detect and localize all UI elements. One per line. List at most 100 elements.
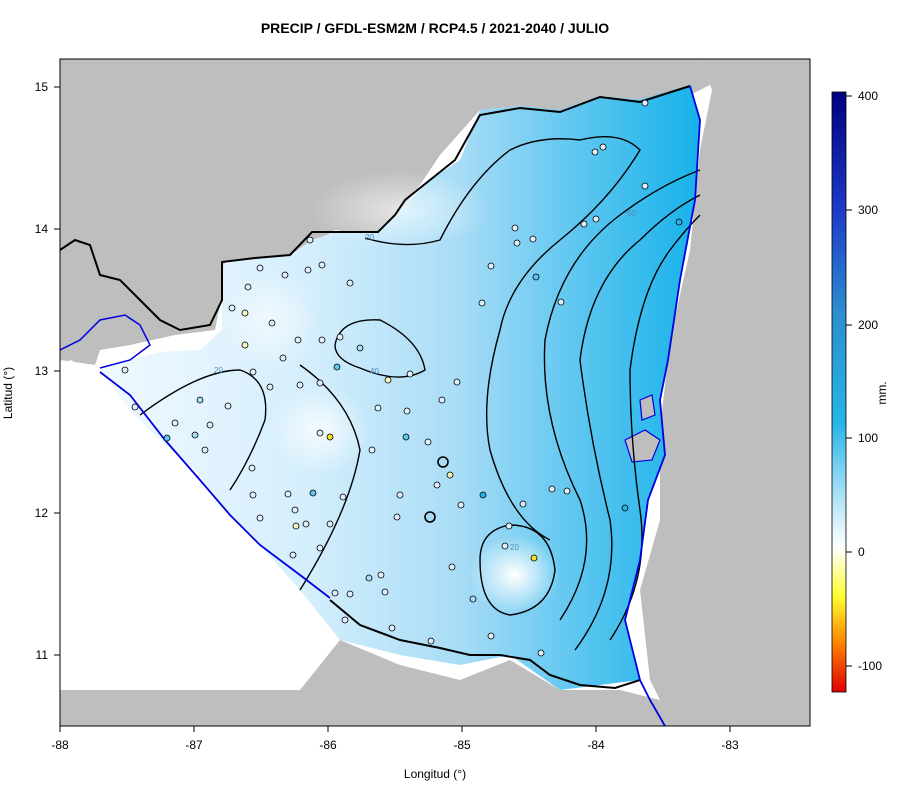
station-points (121, 99, 683, 657)
station-point (563, 487, 571, 495)
station-point (396, 491, 404, 499)
station-point (121, 366, 129, 374)
caribbean-coastline (624, 85, 701, 726)
station-point (256, 264, 264, 272)
contour-center (299, 364, 361, 591)
station-point (641, 182, 649, 190)
x-axis (59, 726, 731, 732)
station-point (241, 341, 249, 349)
station-point (469, 595, 477, 603)
station-point (249, 491, 257, 499)
x-tick-labels: -88 -87 -86 -85 -84 -83 (51, 738, 739, 752)
contour-south-20 (479, 524, 556, 616)
station-point (487, 632, 495, 640)
station-point (437, 456, 449, 468)
costa-rica-land (60, 600, 668, 726)
colorbar (831, 91, 847, 693)
colorbar-label: mm. (875, 381, 889, 405)
x-tick-label: -84 (587, 738, 605, 752)
station-point (304, 266, 312, 274)
contour-east-2 (543, 169, 701, 621)
station-point (341, 616, 349, 624)
station-point (131, 403, 139, 411)
low-precip-north (310, 170, 490, 250)
station-point (374, 404, 382, 412)
contour-label: 20 (365, 233, 374, 242)
east-land (640, 59, 810, 726)
station-point (316, 379, 324, 387)
station-point (621, 504, 629, 512)
station-point (241, 309, 249, 317)
station-point (530, 554, 538, 562)
station-point (424, 438, 432, 446)
y-axis (54, 86, 60, 656)
station-point (446, 471, 454, 479)
station-point (580, 220, 588, 228)
station-point (291, 506, 299, 514)
station-point (326, 433, 334, 441)
station-point (224, 402, 232, 410)
station-point (448, 563, 456, 571)
station-point (381, 588, 389, 596)
el-salvador-land (60, 340, 100, 365)
station-point (368, 446, 376, 454)
station-point (201, 446, 209, 454)
station-point (191, 431, 199, 439)
y-tick-label: 13 (35, 364, 49, 378)
station-point (478, 299, 486, 307)
station-point (641, 99, 649, 107)
station-point (248, 464, 256, 472)
contour-20-west (139, 369, 267, 491)
station-point (326, 520, 334, 528)
station-point (346, 590, 354, 598)
station-point (377, 571, 385, 579)
station-point (256, 514, 264, 522)
station-point (292, 522, 300, 530)
station-point (532, 273, 540, 281)
contour-labels: 20 20 40 20 60 (214, 209, 636, 552)
station-point (284, 490, 292, 498)
station-point (675, 218, 683, 226)
contour-label: 60 (627, 209, 636, 218)
lake-region-water (60, 360, 340, 690)
station-point (402, 433, 410, 441)
contour-label: 20 (510, 543, 519, 552)
station-point (511, 224, 519, 232)
x-tick-label: -86 (319, 738, 337, 752)
station-point (309, 489, 317, 497)
station-point (249, 368, 257, 376)
station-point (393, 513, 401, 521)
station-point (403, 407, 411, 415)
station-point (479, 491, 487, 499)
contour-label: 20 (214, 366, 223, 375)
station-point (487, 262, 495, 270)
station-point (306, 236, 314, 244)
precip-field (100, 85, 700, 690)
colorbar-tick-label: 0 (858, 545, 865, 559)
x-tick-label: -85 (453, 738, 471, 752)
station-point (529, 235, 537, 243)
station-point (406, 370, 414, 378)
station-point (388, 624, 396, 632)
pacific-coastline (99, 371, 331, 599)
station-point (206, 421, 214, 429)
x-tick-label: -83 (721, 738, 739, 752)
station-point (591, 148, 599, 156)
station-point (171, 419, 179, 427)
contour-20-north (364, 138, 581, 246)
low-precip-south (470, 535, 560, 615)
station-point (438, 396, 446, 404)
station-point (268, 319, 276, 327)
station-point (289, 551, 297, 559)
station-point (427, 637, 435, 645)
station-point (163, 434, 171, 442)
y-tick-label: 11 (36, 648, 49, 662)
x-tick-label: -88 (51, 738, 69, 752)
station-point (336, 333, 344, 341)
colorbar-tick-label: 400 (858, 89, 878, 103)
y-tick-labels: 15 14 13 12 11 (35, 80, 49, 662)
station-point (281, 271, 289, 279)
map-title: PRECIP / GFDL-ESM2M / RCP4.5 / 2021-2040… (260, 20, 610, 36)
station-point (296, 381, 304, 389)
